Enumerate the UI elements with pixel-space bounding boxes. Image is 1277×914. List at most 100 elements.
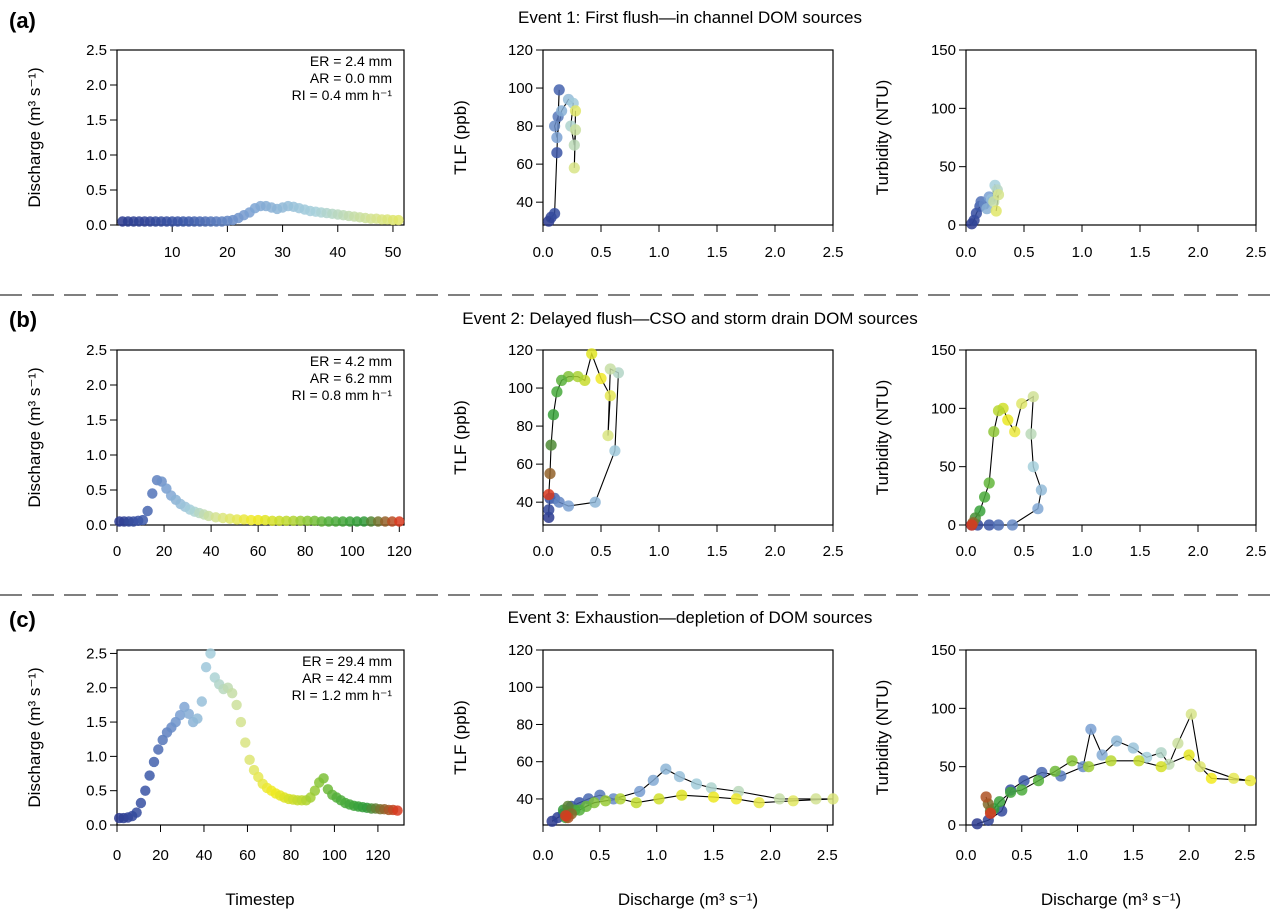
data-point	[602, 430, 614, 442]
data-point	[556, 374, 568, 386]
event-stat: RI = 0.8 mm h⁻¹	[292, 387, 393, 403]
x-tick-label: 1.0	[1072, 543, 1093, 560]
y-axis-label: Discharge (m³ s⁻¹)	[25, 67, 44, 207]
plot-frame	[965, 649, 1257, 826]
plot-frame	[542, 49, 834, 226]
data-point	[984, 807, 997, 819]
y-tick-label: 1.5	[86, 112, 107, 129]
x-tick-label: 60	[239, 847, 256, 864]
y-tick-label: 100	[931, 400, 956, 417]
x-tick-label: 0.5	[1011, 847, 1032, 864]
x-tick-label: 10	[164, 244, 181, 261]
data-point	[966, 519, 978, 531]
x-tick-label: 1.5	[707, 244, 728, 261]
x-tick-label: 40	[196, 847, 213, 864]
y-tick-label: 40	[516, 494, 533, 511]
data-point	[153, 744, 164, 755]
x-tick-label: 50	[385, 244, 402, 261]
data-point	[543, 489, 555, 501]
x-tick-label: 2.0	[1188, 244, 1209, 261]
x-tick-label: 2.5	[1246, 543, 1267, 560]
y-tick-label: 80	[516, 118, 533, 135]
plot-frame	[965, 49, 1257, 226]
data-point	[244, 754, 255, 765]
x-tick-label: 1.5	[1130, 244, 1151, 261]
plot-frame	[116, 349, 405, 526]
data-point	[318, 773, 329, 784]
data-point	[1032, 503, 1044, 515]
data-point	[992, 189, 1005, 201]
y-tick-label: 2.5	[86, 42, 107, 59]
y-tick-label: 1.0	[86, 447, 107, 464]
x-tick-label: 40	[329, 244, 346, 261]
data-point	[1228, 772, 1240, 784]
event-stat: ER = 2.4 mm	[310, 53, 392, 69]
data-point	[810, 793, 822, 805]
panel-label: (a)	[9, 8, 36, 33]
data-point	[1111, 735, 1123, 747]
x-tick-label: 0.0	[533, 244, 554, 261]
y-tick-label: 0	[948, 517, 956, 534]
y-axis-label: Discharge (m³ s⁻¹)	[25, 667, 44, 807]
data-point	[705, 782, 717, 794]
y-tick-label: 120	[508, 642, 533, 659]
y-tick-label: 1.0	[86, 748, 107, 765]
data-point	[392, 805, 403, 816]
x-tick-label: 0.0	[533, 847, 554, 864]
data-point	[1183, 749, 1195, 761]
data-point	[992, 519, 1005, 531]
x-tick-label: 0	[113, 543, 121, 560]
x-tick-label: 0.5	[1014, 244, 1035, 261]
data-point	[1016, 398, 1028, 410]
data-point	[673, 771, 686, 783]
x-tick-label: 2.0	[765, 244, 786, 261]
data-point	[569, 124, 582, 136]
x-tick-label: 80	[297, 543, 314, 560]
data-point	[1194, 761, 1206, 773]
y-axis-label: TLF (ppb)	[451, 700, 470, 775]
x-tick-label: 0.0	[956, 543, 977, 560]
data-point	[589, 496, 601, 508]
x-tick-label: 2.5	[823, 543, 844, 560]
data-point	[569, 105, 582, 117]
data-point	[547, 409, 560, 421]
event-stat: AR = 42.4 mm	[302, 670, 392, 686]
y-tick-label: 1.5	[86, 714, 107, 731]
data-point	[174, 710, 186, 721]
plot-frame	[965, 349, 1257, 526]
x-tick-label: 0.0	[533, 543, 554, 560]
y-tick-label: 40	[516, 194, 533, 211]
data-point	[393, 214, 404, 226]
data-point	[192, 713, 203, 724]
x-tick-label: 0.5	[1014, 543, 1035, 560]
data-point	[1083, 761, 1095, 773]
data-point	[1155, 761, 1167, 773]
y-tick-label: 0	[948, 817, 956, 834]
data-point	[599, 795, 612, 807]
data-point	[568, 162, 580, 174]
y-tick-label: 60	[516, 156, 533, 173]
y-tick-label: 50	[939, 159, 956, 176]
y-tick-label: 40	[516, 791, 533, 808]
x-axis-label: Discharge (m³ s⁻¹)	[618, 890, 758, 909]
data-point	[1018, 775, 1030, 787]
data-point	[560, 810, 572, 822]
x-tick-label: 2.5	[1246, 244, 1267, 261]
y-tick-label: 100	[931, 700, 956, 717]
data-point	[690, 778, 703, 790]
data-point	[196, 696, 207, 707]
data-point	[1066, 755, 1078, 767]
data-point	[992, 405, 1005, 417]
data-point	[708, 791, 720, 803]
data-point	[1005, 786, 1017, 798]
data-point	[1105, 755, 1117, 767]
x-tick-label: 20	[219, 244, 236, 261]
y-axis-label: TLF (ppb)	[451, 400, 470, 475]
data-point	[614, 793, 626, 805]
x-tick-label: 0.0	[956, 244, 977, 261]
event-stat: AR = 6.2 mm	[310, 370, 392, 386]
data-point	[1002, 414, 1014, 426]
x-tick-label: 1.5	[1123, 847, 1144, 864]
data-point	[1032, 775, 1045, 787]
